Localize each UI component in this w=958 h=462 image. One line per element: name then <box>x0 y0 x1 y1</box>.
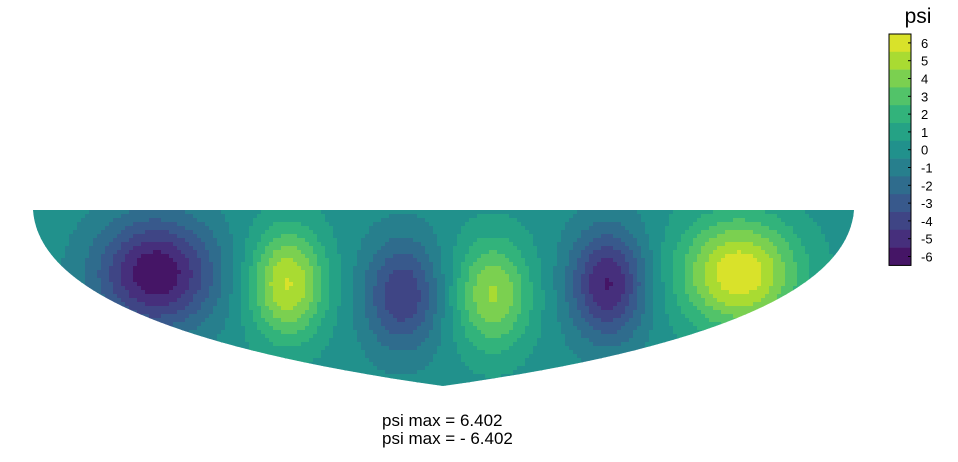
colorbar-title: psi <box>905 5 932 28</box>
colorbar-tick-label: -4 <box>921 214 933 229</box>
colorbar: 6 5 4 3 2 1 0 -1 -2 -3 -4 -5 -6 <box>888 33 933 266</box>
colorbar-tick-label: -1 <box>921 161 933 176</box>
colorbar-tick-label: -6 <box>921 250 933 265</box>
colorbar-swatch <box>889 123 911 142</box>
colorbar-swatch <box>889 34 911 53</box>
colorbar-tick-label: -2 <box>921 178 933 193</box>
colorbar-swatch <box>889 158 911 177</box>
colorbar-swatch <box>889 176 911 195</box>
colorbar-swatch <box>889 87 911 106</box>
colorbar-swatch <box>889 229 911 248</box>
colorbar-tick-label: 6 <box>921 36 928 51</box>
colorbar-tick-label: 0 <box>921 143 928 158</box>
colorbar-swatch <box>889 194 911 213</box>
colorbar-swatch <box>889 105 911 124</box>
psi-max-caption: psi max = 6.402 <box>382 411 503 430</box>
colorbar-tick-label: -5 <box>921 232 933 247</box>
colorbar-swatch <box>889 247 911 266</box>
colorbar-swatch <box>889 51 911 70</box>
colorbar-swatch <box>889 212 911 231</box>
colorbar-border <box>888 33 912 266</box>
colorbar-tick-label: 3 <box>921 89 928 104</box>
psi-min-caption: psi max = - 6.402 <box>382 429 513 448</box>
colorbar-tick-label: 5 <box>921 54 928 69</box>
colorbar-swatch <box>889 69 911 88</box>
colorbar-tick-label: 1 <box>921 125 928 140</box>
colorbar-tick-label: 4 <box>921 72 928 87</box>
colorbar-swatch <box>889 140 911 159</box>
colorbar-tick-label: -3 <box>921 196 933 211</box>
psi-field <box>33 210 854 386</box>
colorbar-tick-label: 2 <box>921 107 928 122</box>
